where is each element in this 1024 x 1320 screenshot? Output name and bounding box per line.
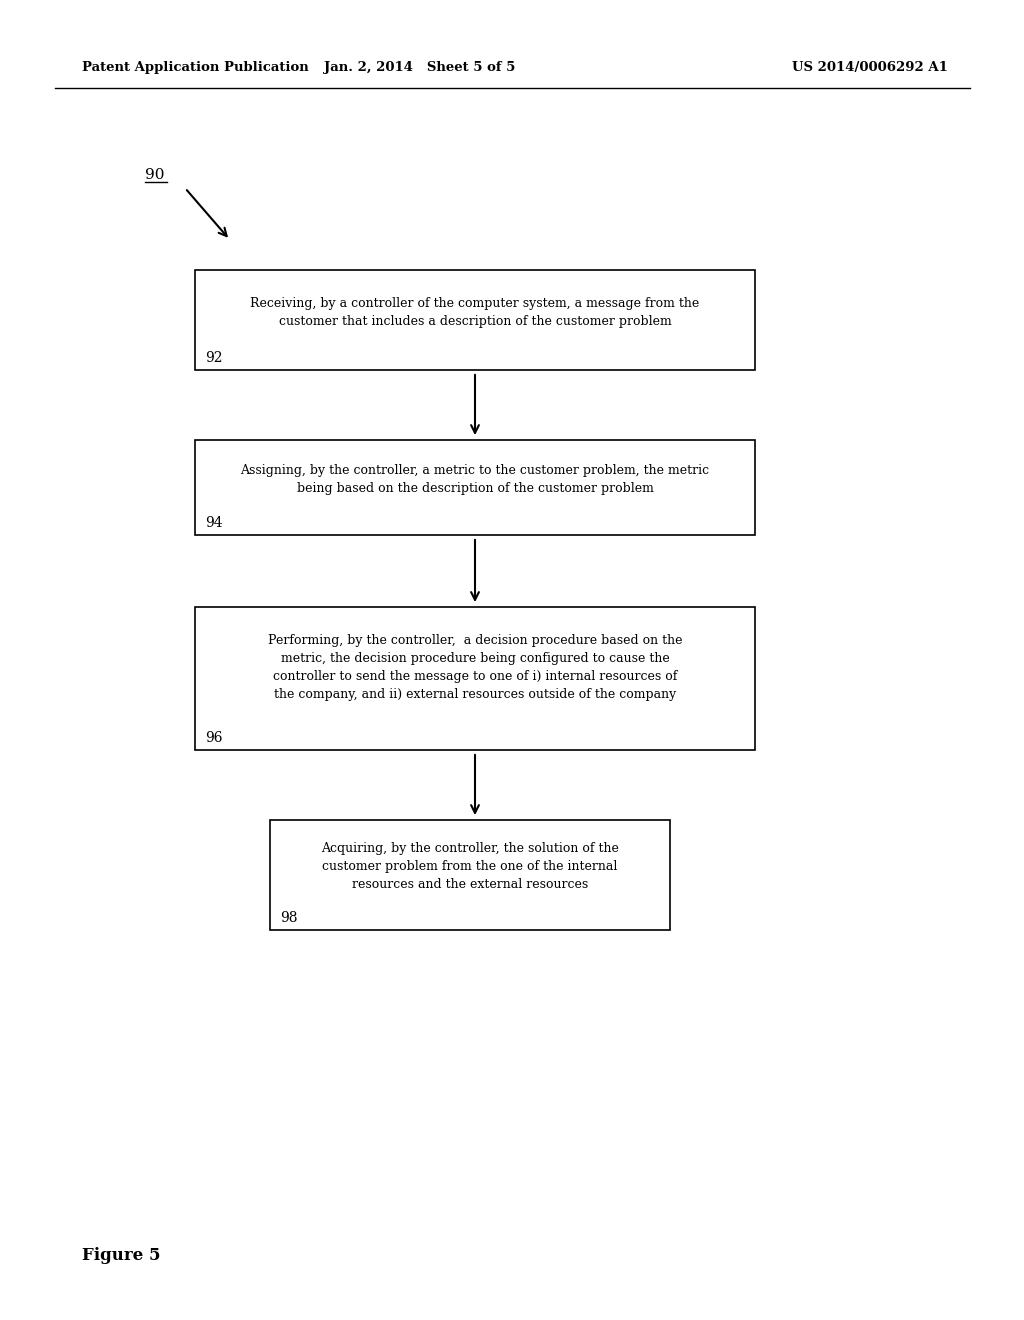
Text: the company, and ii) external resources outside of the company: the company, and ii) external resources … — [273, 688, 676, 701]
Text: Figure 5: Figure 5 — [82, 1246, 161, 1263]
Text: 92: 92 — [205, 351, 222, 366]
Text: 94: 94 — [205, 516, 222, 531]
Text: Assigning, by the controller, a metric to the customer problem, the metric: Assigning, by the controller, a metric t… — [241, 465, 710, 478]
Text: Acquiring, by the controller, the solution of the: Acquiring, by the controller, the soluti… — [322, 842, 618, 855]
Text: 96: 96 — [205, 731, 222, 744]
Text: 90: 90 — [145, 168, 165, 182]
Text: Performing, by the controller,  a decision procedure based on the: Performing, by the controller, a decisio… — [267, 634, 682, 647]
Text: US 2014/0006292 A1: US 2014/0006292 A1 — [792, 62, 948, 74]
Text: Jan. 2, 2014   Sheet 5 of 5: Jan. 2, 2014 Sheet 5 of 5 — [325, 62, 516, 74]
Text: customer that includes a description of the customer problem: customer that includes a description of … — [279, 314, 672, 327]
Text: Receiving, by a controller of the computer system, a message from the: Receiving, by a controller of the comput… — [251, 297, 699, 309]
Text: controller to send the message to one of i) internal resources of: controller to send the message to one of… — [272, 669, 677, 682]
Bar — [270, 820, 670, 931]
Bar — [195, 440, 755, 535]
Text: metric, the decision procedure being configured to cause the: metric, the decision procedure being con… — [281, 652, 670, 664]
Text: resources and the external resources: resources and the external resources — [352, 878, 588, 891]
Text: 98: 98 — [280, 911, 298, 925]
Text: customer problem from the one of the internal: customer problem from the one of the int… — [323, 859, 617, 873]
Bar — [195, 607, 755, 750]
Text: being based on the description of the customer problem: being based on the description of the cu… — [297, 482, 653, 495]
Text: Patent Application Publication: Patent Application Publication — [82, 62, 309, 74]
Bar — [195, 271, 755, 370]
